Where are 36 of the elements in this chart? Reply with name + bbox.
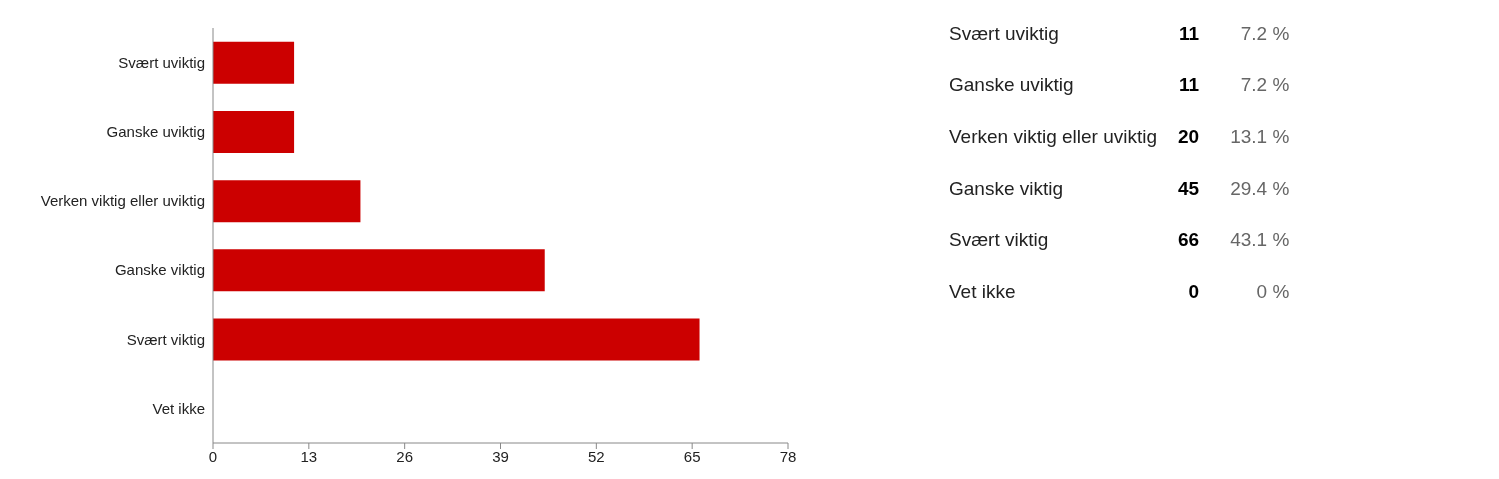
text: Ganske uviktig [948,73,1075,98]
y-tick-label: Svært viktig [126,330,205,348]
text: Svært uviktig [948,21,1060,46]
text: 43.1 % [1229,228,1291,253]
text: 7.2 % [1239,73,1291,98]
bar [213,180,361,223]
text: 11 [1178,73,1201,98]
text: Svært viktig [948,228,1050,253]
x-tick-label: 78 [779,447,797,465]
text: 45 [1177,176,1201,201]
bar [213,318,700,361]
x-tick-label: 13 [300,447,318,465]
text: 13.1 % [1229,125,1291,150]
text: 20 [1177,125,1201,150]
x-tick-label: 0 [208,447,218,465]
text: 11 [1178,21,1201,46]
y-tick-label: Verken viktig eller uviktig [40,192,205,210]
text: Verken viktig eller uviktig [948,125,1159,150]
x-tick-label: 39 [492,447,509,465]
y-tick-label: Ganske uviktig [106,123,205,141]
y-tick-label: Ganske viktig [114,261,205,279]
text: 0 % [1255,280,1291,305]
bar [213,41,295,84]
text: Vet ikke [948,280,1017,305]
text: 29.4 % [1229,176,1291,201]
text: 7.2 % [1239,21,1291,46]
bar [213,111,295,153]
text: 0 [1187,280,1201,305]
x-tick-label: 65 [683,447,701,465]
bar [213,249,545,292]
y-tick-label: Svært uviktig [118,53,205,71]
text: 66 [1177,228,1201,253]
x-tick-label: 52 [587,447,605,465]
y-tick-label: Vet ikke [152,399,205,417]
text: Ganske viktig [948,176,1065,201]
x-tick-label: 26 [396,447,414,465]
